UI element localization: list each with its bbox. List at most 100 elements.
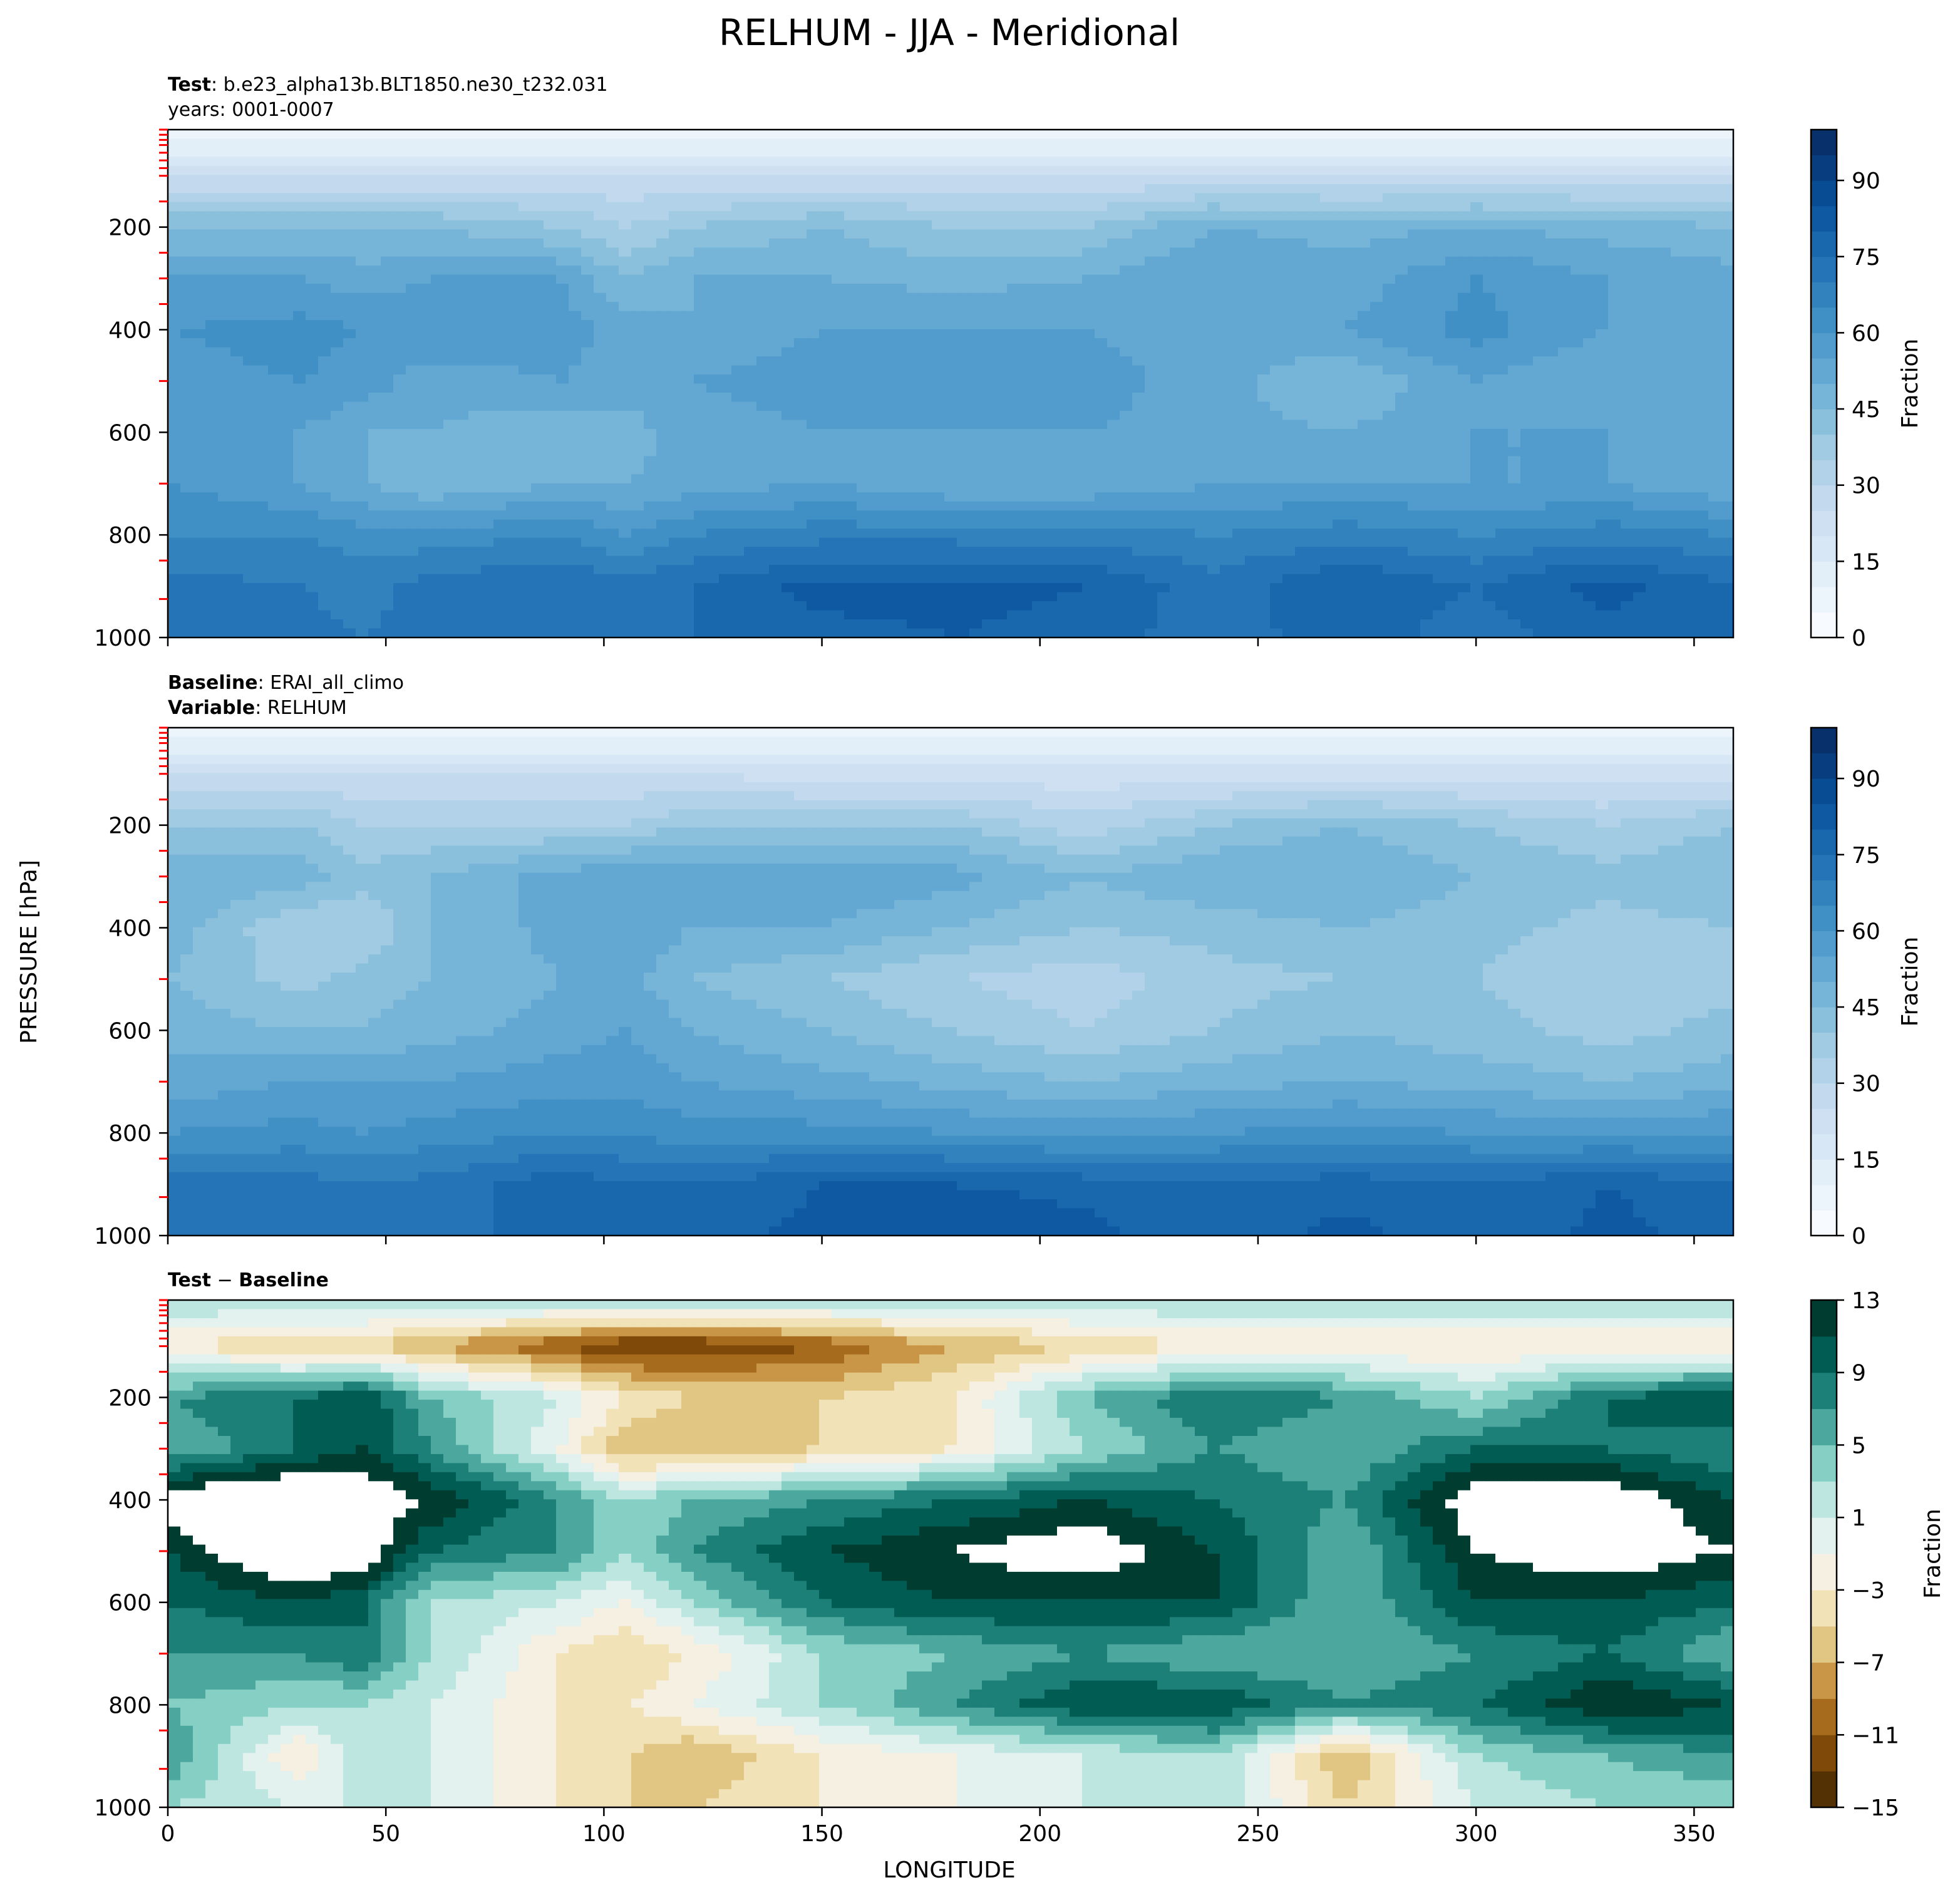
- heatmap-cell: [807, 148, 820, 157]
- heatmap-cell: [1433, 266, 1446, 275]
- heatmap-cell: [381, 311, 394, 321]
- heatmap-cell: [706, 393, 720, 402]
- heatmap-cell: [982, 411, 995, 420]
- heatmap-cell: [756, 257, 770, 266]
- heatmap-cell: [1308, 348, 1321, 357]
- heatmap-cell: [669, 284, 682, 293]
- heatmap-cell: [781, 356, 795, 366]
- heatmap-cell: [1420, 220, 1433, 230]
- heatmap-cell: [406, 284, 419, 293]
- heatmap-cell: [1696, 356, 1709, 366]
- heatmap-cell: [418, 229, 431, 239]
- heatmap-cell: [406, 447, 419, 457]
- heatmap-cell: [1696, 175, 1709, 184]
- heatmap-cell: [1032, 302, 1045, 311]
- heatmap-cell: [1583, 284, 1596, 293]
- heatmap-cell: [969, 338, 983, 348]
- heatmap-cell: [1170, 356, 1183, 366]
- heatmap-cell: [544, 202, 557, 212]
- heatmap-cell: [994, 338, 1008, 348]
- heatmap-cell: [832, 157, 845, 166]
- heatmap-cell: [1483, 229, 1496, 239]
- heatmap-cell: [1621, 275, 1634, 284]
- heatmap-cell: [1308, 293, 1321, 302]
- heatmap-cell: [957, 229, 970, 239]
- heatmap-cell: [1721, 447, 1734, 457]
- heatmap-cell: [1182, 257, 1195, 266]
- heatmap-cell: [456, 420, 469, 429]
- heatmap-cell: [1558, 266, 1571, 275]
- heatmap-cell: [1383, 257, 1396, 266]
- heatmap-cell: [706, 202, 720, 212]
- heatmap-cell: [907, 420, 920, 429]
- heatmap-cell: [205, 456, 219, 465]
- heatmap-cell: [957, 284, 970, 293]
- heatmap-cell: [606, 329, 619, 339]
- heatmap-cell: [406, 483, 419, 493]
- heatmap-cell: [919, 148, 932, 157]
- heatmap-cell: [393, 401, 406, 411]
- heatmap-cell: [518, 329, 532, 339]
- heatmap-cell: [293, 202, 306, 212]
- heatmap-cell: [919, 456, 932, 465]
- heatmap-cell: [1345, 275, 1358, 284]
- heatmap-cell: [1558, 429, 1571, 438]
- heatmap-cell: [1019, 293, 1033, 302]
- heatmap-cell: [1458, 275, 1471, 284]
- heatmap-cell: [882, 348, 895, 357]
- heatmap-cell: [268, 138, 281, 148]
- heatmap-cell: [230, 138, 244, 148]
- heatmap-cell: [368, 293, 381, 302]
- heatmap-cell: [1621, 166, 1634, 175]
- heatmap-cell: [1082, 384, 1095, 393]
- heatmap-cell: [969, 284, 983, 293]
- heatmap-cell: [1508, 229, 1521, 239]
- heatmap-cell: [1370, 456, 1383, 465]
- heatmap-cell: [1683, 247, 1696, 257]
- heatmap-cell: [1721, 474, 1734, 483]
- heatmap-cell: [531, 193, 544, 202]
- heatmap-cell: [193, 483, 206, 493]
- heatmap-cell: [719, 356, 732, 366]
- heatmap-cell: [281, 338, 294, 348]
- heatmap-cell: [1107, 384, 1120, 393]
- heatmap-cell: [205, 429, 219, 438]
- heatmap-cell: [1621, 438, 1634, 447]
- heatmap-cell: [293, 474, 306, 483]
- heatmap-cell: [531, 374, 544, 384]
- heatmap-cell: [418, 420, 431, 429]
- heatmap-cell: [694, 374, 707, 384]
- heatmap-cell: [769, 366, 782, 375]
- heatmap-cell: [781, 456, 795, 465]
- heatmap-cell: [907, 302, 920, 311]
- heatmap-cell: [1533, 266, 1546, 275]
- heatmap-cell: [619, 266, 632, 275]
- heatmap-cell: [756, 374, 770, 384]
- heatmap-cell: [1032, 239, 1045, 248]
- heatmap-cell: [1308, 447, 1321, 457]
- heatmap-cell: [1295, 266, 1308, 275]
- heatmap-cell: [681, 193, 694, 202]
- heatmap-cell: [493, 138, 507, 148]
- heatmap-cell: [531, 138, 544, 148]
- heatmap-cell: [168, 374, 181, 384]
- heatmap-cell: [1032, 257, 1045, 266]
- heatmap-cell: [1646, 130, 1659, 139]
- heatmap-cell: [1207, 393, 1220, 402]
- heatmap-cell: [1107, 257, 1120, 266]
- heatmap-cell: [1157, 138, 1170, 148]
- heatmap-cell: [719, 320, 732, 329]
- heatmap-cell: [1433, 157, 1446, 166]
- heatmap-cell: [531, 320, 544, 329]
- heatmap-cell: [681, 239, 694, 248]
- heatmap-cell: [1220, 229, 1233, 239]
- heatmap-cell: [544, 438, 557, 447]
- heatmap-cell: [1044, 130, 1058, 139]
- heatmap-cell: [869, 148, 882, 157]
- heatmap-cell: [969, 320, 983, 329]
- heatmap-cell: [1044, 247, 1058, 257]
- heatmap-cell: [1658, 211, 1671, 220]
- heatmap-cell: [656, 275, 669, 284]
- heatmap-cell: [481, 220, 494, 230]
- heatmap-cell: [306, 483, 319, 493]
